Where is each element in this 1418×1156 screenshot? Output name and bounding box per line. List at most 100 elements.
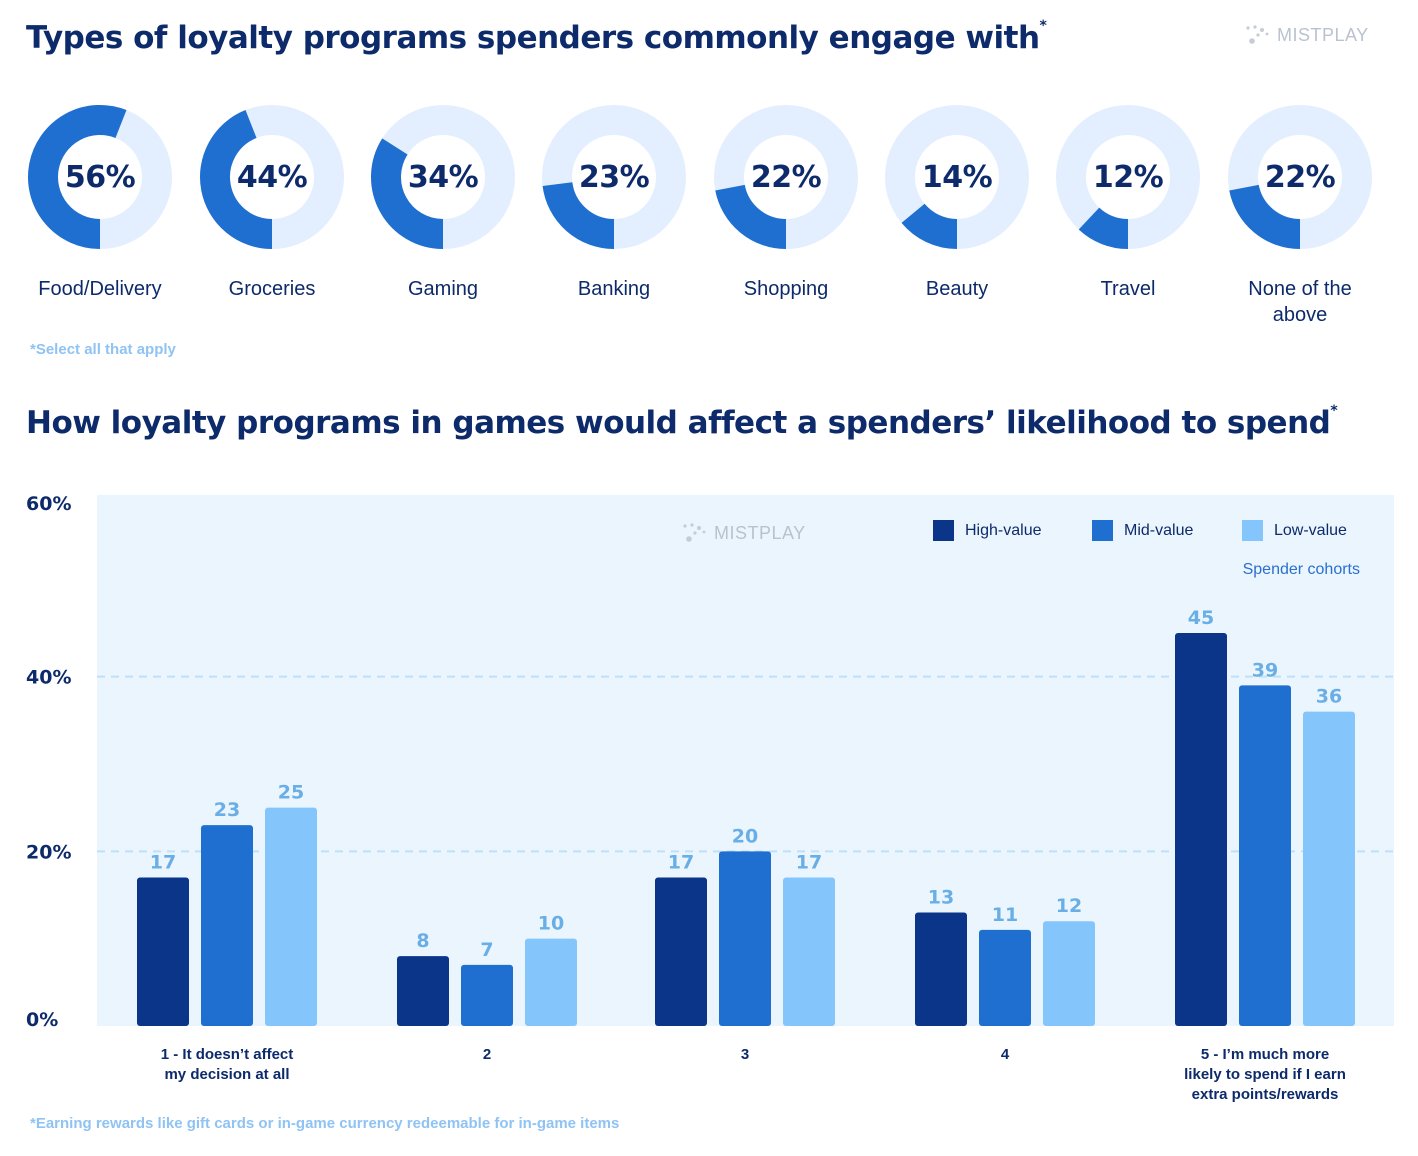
mistplay-dots-icon bbox=[683, 523, 706, 542]
bar-value-label: 10 bbox=[538, 913, 564, 935]
mistplay-dots-icon bbox=[1246, 25, 1269, 44]
donut-chart: 34% bbox=[370, 104, 516, 250]
legend-item-low: Low-value bbox=[1242, 520, 1347, 541]
bar-value-label: 20 bbox=[732, 825, 758, 847]
bar-high-value bbox=[137, 877, 189, 1026]
legend-label-low: Low-value bbox=[1274, 521, 1347, 539]
donut-label: Travel bbox=[1100, 278, 1156, 300]
bar-low-value bbox=[1043, 921, 1095, 1026]
donut-chart: 56% bbox=[27, 104, 173, 250]
bar-chart-title: How loyalty programs in games would affe… bbox=[26, 403, 1338, 441]
donut-arc bbox=[715, 184, 787, 249]
bar-value-label: 13 bbox=[928, 886, 954, 908]
x-category-label: 5 - I’m much more likely to spend if I ea… bbox=[1184, 1046, 1346, 1103]
x-category-label-line: 3 bbox=[741, 1046, 749, 1063]
donut-chart: 23% bbox=[541, 104, 687, 250]
donut-value: 56% bbox=[64, 159, 136, 195]
bar-value-label: 8 bbox=[416, 930, 429, 952]
bar-mid-value bbox=[201, 825, 253, 1026]
mistplay-logo: MISTPLAY bbox=[1245, 24, 1369, 46]
donut-chart: 22% bbox=[1227, 104, 1373, 250]
donut-label: Banking bbox=[577, 278, 651, 300]
legend-caption: Spender cohorts bbox=[1242, 561, 1360, 578]
donut-value: 34% bbox=[407, 159, 479, 195]
legend-swatch-high bbox=[933, 520, 954, 541]
logo-text: MISTPLAY bbox=[714, 522, 806, 543]
bar-value-label: 7 bbox=[480, 939, 493, 961]
bar-high-value bbox=[397, 956, 449, 1026]
x-category-label-line: my decision at all bbox=[164, 1066, 289, 1083]
bar-value-label: 17 bbox=[150, 852, 176, 874]
donut-chart: 44% bbox=[199, 104, 345, 250]
donut-label: None of the above bbox=[1248, 278, 1352, 326]
donut-arc bbox=[28, 105, 127, 249]
bar-value-label: 11 bbox=[992, 904, 1018, 926]
bar-value-label: 25 bbox=[278, 782, 304, 804]
x-category-label-line: extra points/rewards bbox=[1192, 1086, 1339, 1103]
donut-chart: 12% bbox=[1055, 104, 1201, 250]
donut-value: 23% bbox=[578, 159, 650, 195]
rewards-footnote: *Earning rewards like gift cards or in-g… bbox=[30, 1115, 620, 1132]
legend-label-high: High-value bbox=[965, 521, 1042, 539]
x-category-label-line: 1 - It doesn’t affect bbox=[161, 1046, 294, 1063]
legend-item-mid: Mid-value bbox=[1092, 520, 1193, 541]
top-chart-title: Types of loyalty programs spenders commo… bbox=[26, 18, 1047, 56]
donut-chart: 22% bbox=[713, 104, 859, 250]
bar-low-value bbox=[525, 938, 577, 1026]
donut-arc bbox=[371, 138, 444, 249]
y-tick-label: 20% bbox=[26, 841, 71, 863]
donut-value: 44% bbox=[236, 159, 308, 195]
bar-mid-value bbox=[1239, 685, 1291, 1026]
donut-arc bbox=[200, 110, 273, 249]
y-tick-label: 40% bbox=[26, 667, 71, 689]
x-category-label-line: 4 bbox=[1001, 1046, 1010, 1063]
bar-high-value bbox=[1175, 633, 1227, 1026]
bar-value-label: 36 bbox=[1316, 686, 1342, 708]
x-category-label: 3 bbox=[741, 1046, 749, 1063]
legend-swatch-low bbox=[1242, 520, 1263, 541]
donut-label: Gaming bbox=[407, 278, 479, 300]
bar-chart: 0%20%40%60%17817134523720113925101712361… bbox=[26, 493, 1394, 1103]
bar-value-label: 23 bbox=[214, 799, 240, 821]
x-category-label-line: 5 - I’m much more bbox=[1201, 1046, 1329, 1063]
bar-value-label: 45 bbox=[1188, 607, 1214, 629]
bar-low-value bbox=[265, 807, 317, 1026]
donut-value: 14% bbox=[921, 159, 993, 195]
donut-label: Shopping bbox=[743, 278, 829, 300]
select-all-footnote: *Select all that apply bbox=[30, 341, 176, 358]
bar-high-value bbox=[915, 912, 967, 1026]
donut-arc bbox=[1229, 184, 1301, 249]
bar-value-label: 17 bbox=[796, 852, 822, 874]
bar-high-value bbox=[655, 877, 707, 1026]
legend-swatch-mid bbox=[1092, 520, 1113, 541]
bar-mid-value bbox=[719, 851, 771, 1026]
donut-label: Groceries bbox=[228, 278, 316, 300]
y-tick-label: 0% bbox=[26, 1009, 58, 1031]
y-tick-label: 60% bbox=[26, 493, 71, 515]
donut-chart: 14% bbox=[884, 104, 1030, 250]
bar-mid-value bbox=[461, 964, 513, 1026]
bar-low-value bbox=[1303, 711, 1355, 1026]
donut-arc bbox=[901, 203, 958, 249]
bar-value-label: 17 bbox=[668, 852, 694, 874]
x-category-label: 2 bbox=[483, 1046, 491, 1063]
donut-value: 12% bbox=[1092, 159, 1164, 195]
logo-text: MISTPLAY bbox=[1277, 24, 1369, 45]
legend-label-mid: Mid-value bbox=[1124, 521, 1194, 539]
donut-arc bbox=[542, 181, 615, 249]
donut-label: Food/Delivery bbox=[38, 278, 162, 300]
bar-value-label: 12 bbox=[1056, 895, 1082, 917]
legend-item-high: High-value bbox=[933, 520, 1041, 541]
x-category-label-line: 2 bbox=[483, 1046, 491, 1063]
donut-label: Beauty bbox=[925, 278, 989, 300]
bar-value-label: 39 bbox=[1252, 659, 1278, 681]
x-category-label-line: likely to spend if I earn bbox=[1184, 1066, 1346, 1083]
x-category-label: 1 - It doesn’t affect my decision at all bbox=[161, 1046, 294, 1083]
chart-watermark-logo: MISTPLAY bbox=[682, 522, 806, 544]
donut-value: 22% bbox=[750, 159, 822, 195]
donut-arc bbox=[1078, 207, 1129, 249]
bar-low-value bbox=[783, 877, 835, 1026]
x-category-label: 4 bbox=[1001, 1046, 1010, 1063]
donut-value: 22% bbox=[1264, 159, 1336, 195]
bar-mid-value bbox=[979, 929, 1031, 1026]
